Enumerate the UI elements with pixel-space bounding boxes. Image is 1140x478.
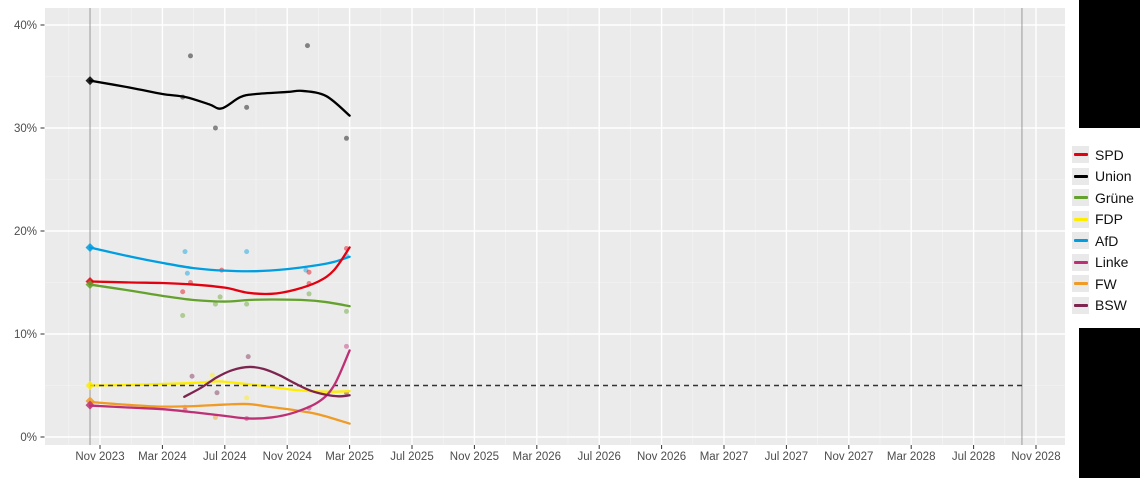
legend-label: FW bbox=[1095, 275, 1117, 292]
legend-label: Grüne bbox=[1095, 189, 1134, 206]
trend-line-union bbox=[88, 79, 351, 117]
poll-point-afd bbox=[182, 249, 188, 255]
legend-item-fdp: FDP bbox=[1072, 209, 1140, 231]
polling-trend-chart: 0% 10% 20% 30% 40% Nov 2023 Mar 2024 Jul 2024 No… bbox=[14, 8, 1065, 463]
legend-label: AfD bbox=[1095, 232, 1119, 249]
poll-point-linke bbox=[343, 343, 349, 349]
legend-label: Union bbox=[1095, 168, 1132, 185]
poll-point-fw bbox=[212, 414, 218, 420]
election-result-marker-linke bbox=[85, 400, 95, 410]
legend-line-swatch-icon bbox=[1073, 239, 1088, 243]
x-axis-label: Mar 2028 bbox=[887, 451, 936, 463]
poll-point-fdp bbox=[209, 372, 215, 378]
x-axis-label: Nov 2026 bbox=[637, 451, 686, 463]
poll-point-bsw bbox=[189, 373, 195, 379]
poll-point-afd bbox=[184, 270, 190, 276]
legend-key-fw bbox=[1072, 275, 1089, 293]
legend-background bbox=[1079, 128, 1140, 328]
poll-point-union bbox=[212, 125, 218, 131]
trend-line-afd bbox=[88, 246, 351, 273]
legend-item-fw: FW bbox=[1072, 273, 1140, 295]
x-axis-label: Mar 2026 bbox=[513, 451, 562, 463]
legend-key-afd bbox=[1072, 232, 1089, 250]
x-axis-label: Jul 2027 bbox=[765, 451, 808, 463]
poll-point-union bbox=[187, 53, 193, 59]
legend-line-swatch-icon bbox=[1073, 153, 1088, 157]
poll-point-union bbox=[244, 104, 250, 110]
x-axis-label: Jul 2026 bbox=[577, 451, 620, 463]
poll-point-union bbox=[343, 135, 349, 141]
legend-line-swatch-icon bbox=[1073, 260, 1088, 264]
x-axis-label: Mar 2025 bbox=[325, 451, 374, 463]
legend: SPD Union Grüne FDP AfD Linke FW BSW bbox=[1072, 144, 1140, 316]
legend-key-grune bbox=[1072, 189, 1089, 207]
poll-point-bsw bbox=[214, 390, 220, 396]
poll-point-grune bbox=[343, 308, 349, 314]
x-axis-label: Nov 2027 bbox=[824, 451, 873, 463]
poll-point-grune bbox=[244, 301, 250, 307]
election-result-marker-union bbox=[85, 76, 95, 86]
election-result-marker-fdp bbox=[85, 381, 95, 390]
x-axis-label: Mar 2024 bbox=[138, 451, 187, 463]
trend-line-grune bbox=[88, 283, 351, 308]
legend-label: FDP bbox=[1095, 211, 1123, 228]
poll-point-fdp bbox=[244, 395, 250, 401]
trend-line-fw bbox=[88, 400, 351, 425]
election-result-marker-grune bbox=[85, 280, 95, 290]
legend-item-union: Union bbox=[1072, 166, 1140, 188]
poll-point-union bbox=[304, 43, 310, 49]
x-axis-label: Jul 2025 bbox=[390, 451, 433, 463]
legend-label: SPD bbox=[1095, 146, 1124, 163]
trend-line-bsw bbox=[183, 365, 351, 398]
legend-item-spd: SPD bbox=[1072, 144, 1140, 166]
y-axis-label: 20% bbox=[14, 226, 37, 238]
x-axis-label: Nov 2025 bbox=[450, 451, 499, 463]
poll-point-spd bbox=[180, 289, 186, 295]
poll-point-bsw bbox=[245, 354, 251, 360]
trend-line-fdp bbox=[88, 380, 351, 393]
y-axis-label: 30% bbox=[14, 123, 37, 135]
x-axis-label: Mar 2027 bbox=[700, 451, 749, 463]
legend-key-bsw bbox=[1072, 296, 1089, 314]
x-axis-label: Jul 2024 bbox=[203, 451, 247, 463]
election-result-marker-afd bbox=[85, 242, 95, 252]
legend-line-swatch-icon bbox=[1073, 174, 1088, 178]
legend-line-swatch-icon bbox=[1073, 282, 1088, 286]
legend-line-swatch-icon bbox=[1073, 196, 1088, 200]
legend-label: BSW bbox=[1095, 297, 1127, 314]
legend-key-linke bbox=[1072, 253, 1089, 271]
y-axis-label: 0% bbox=[20, 432, 37, 444]
x-axis-label: Nov 2028 bbox=[1011, 451, 1060, 463]
legend-line-swatch-icon bbox=[1073, 217, 1088, 221]
chart-canvas: 0% 10% 20% 30% 40% Nov 2023 Mar 2024 Jul 2024 No… bbox=[0, 0, 1079, 478]
trend-line-linke bbox=[88, 349, 351, 420]
poll-point-grune bbox=[306, 291, 312, 297]
poll-point-grune bbox=[180, 312, 186, 318]
poll-point-grune bbox=[217, 294, 223, 300]
plot-panel bbox=[45, 8, 1065, 445]
legend-item-grune: Grüne bbox=[1072, 187, 1140, 209]
x-axis-label: Nov 2023 bbox=[75, 451, 124, 463]
y-axis-label: 40% bbox=[14, 20, 37, 32]
x-axis-label: Nov 2024 bbox=[263, 451, 313, 463]
legend-key-spd bbox=[1072, 146, 1089, 164]
legend-key-union bbox=[1072, 167, 1089, 185]
legend-item-linke: Linke bbox=[1072, 252, 1140, 274]
legend-item-bsw: BSW bbox=[1072, 295, 1140, 317]
legend-item-afd: AfD bbox=[1072, 230, 1140, 252]
poll-point-spd bbox=[306, 269, 312, 275]
y-axis-label: 10% bbox=[14, 329, 37, 341]
legend-line-swatch-icon bbox=[1073, 303, 1088, 307]
poll-point-afd bbox=[303, 267, 309, 273]
x-axis-label: Jul 2028 bbox=[952, 451, 995, 463]
poll-point-grune bbox=[212, 301, 218, 307]
legend-label: Linke bbox=[1095, 254, 1129, 271]
poll-point-afd bbox=[244, 249, 250, 255]
trend-line-spd bbox=[88, 246, 351, 296]
legend-key-fdp bbox=[1072, 210, 1089, 228]
